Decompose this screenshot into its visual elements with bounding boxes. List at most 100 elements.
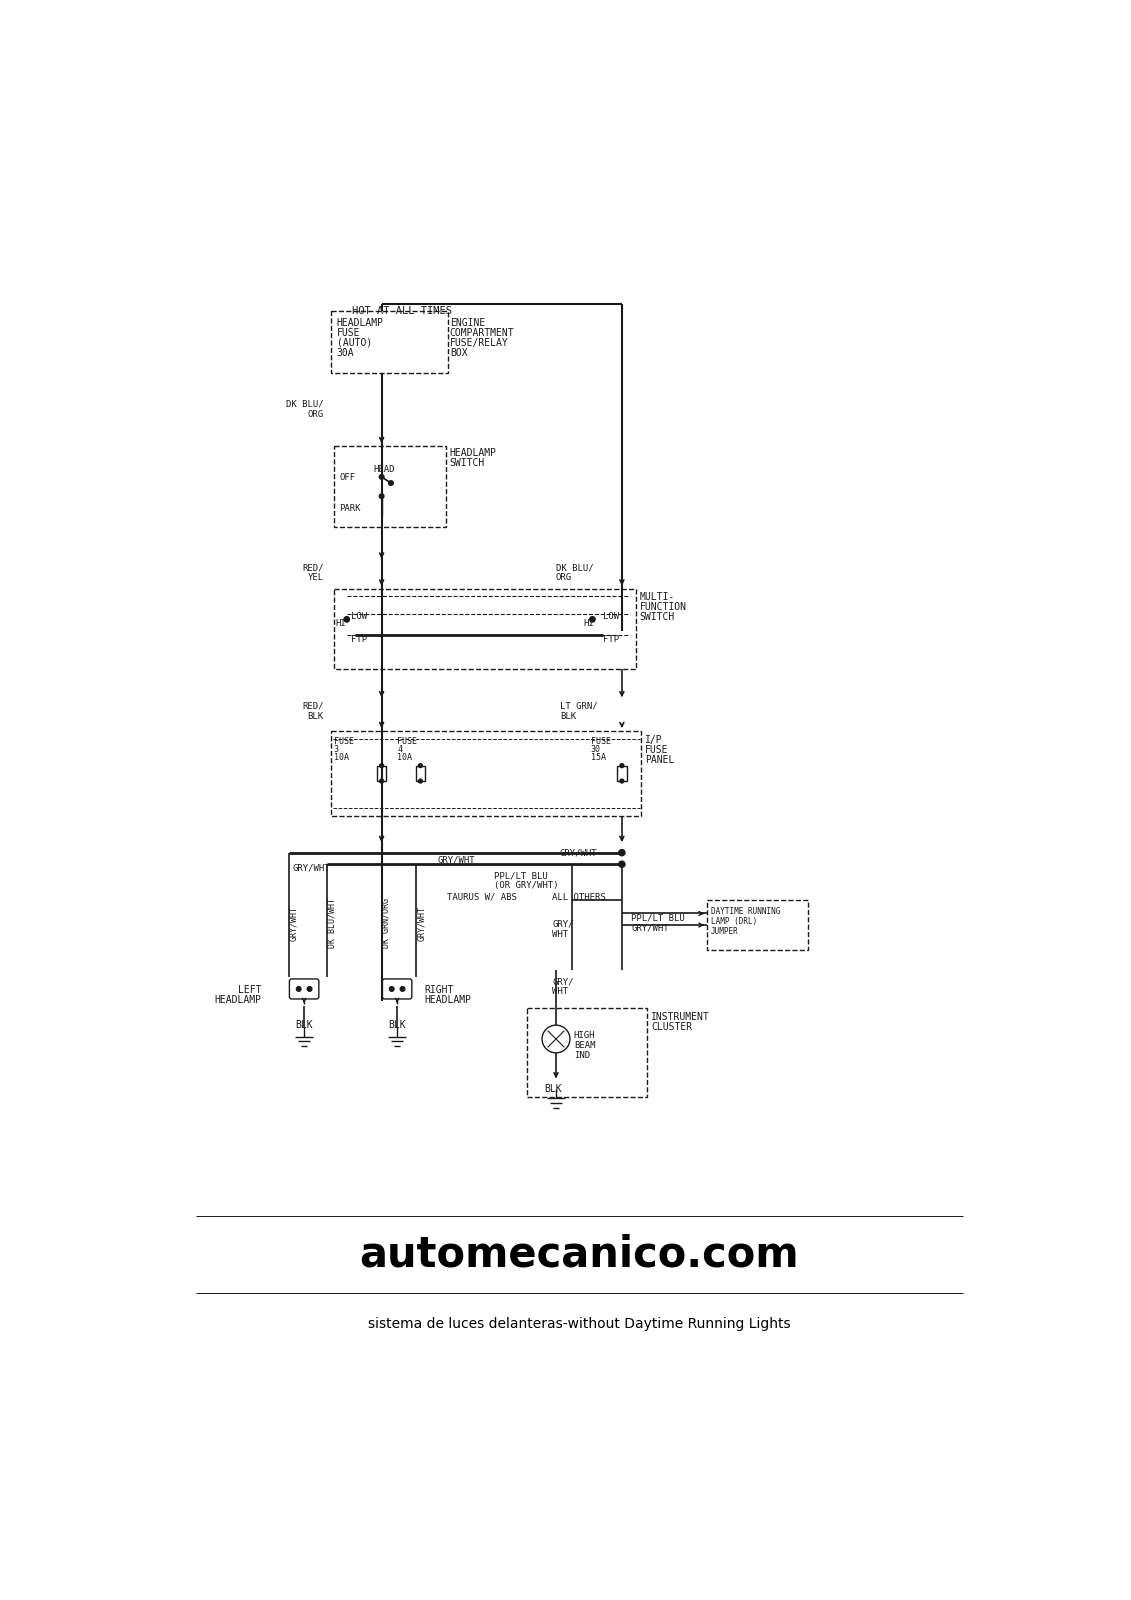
- Text: CLUSTER: CLUSTER: [651, 1022, 692, 1032]
- Text: GRY/WHT: GRY/WHT: [416, 906, 425, 941]
- Text: LOW: LOW: [351, 611, 366, 621]
- Circle shape: [620, 763, 624, 768]
- Text: RED/: RED/: [302, 702, 323, 710]
- Bar: [707, 901, 808, 950]
- Text: BLK: BLK: [560, 712, 576, 720]
- Circle shape: [389, 480, 394, 485]
- Text: ORG: ORG: [308, 410, 323, 419]
- Text: PARK: PARK: [339, 504, 361, 514]
- Text: 4: 4: [397, 746, 403, 754]
- Text: WHT: WHT: [552, 987, 568, 997]
- Text: GRY/: GRY/: [552, 978, 573, 986]
- Text: LEFT: LEFT: [238, 986, 261, 995]
- Circle shape: [308, 987, 312, 992]
- Text: YEL: YEL: [308, 573, 323, 582]
- Text: TAURUS W/ ABS: TAURUS W/ ABS: [448, 893, 517, 902]
- Text: BEAM: BEAM: [573, 1042, 595, 1050]
- Text: GRY/: GRY/: [552, 920, 573, 928]
- Text: SWITCH: SWITCH: [640, 613, 675, 622]
- Circle shape: [344, 616, 349, 622]
- Text: BLK: BLK: [295, 1019, 313, 1030]
- Text: FUSE: FUSE: [590, 738, 611, 746]
- Text: HI: HI: [335, 619, 346, 629]
- Text: 3: 3: [334, 746, 338, 754]
- Text: MULTI-: MULTI-: [640, 592, 675, 603]
- Text: COMPARTMENT: COMPARTMENT: [450, 328, 515, 338]
- Text: ALL OTHERS: ALL OTHERS: [552, 893, 606, 902]
- Text: FTP: FTP: [351, 635, 366, 643]
- Text: BOX: BOX: [450, 347, 467, 357]
- Circle shape: [418, 763, 422, 768]
- Text: HIGH: HIGH: [573, 1032, 595, 1040]
- Circle shape: [620, 779, 624, 782]
- Text: GRY/WHT: GRY/WHT: [631, 923, 668, 933]
- Text: HI: HI: [584, 619, 594, 629]
- Text: IND: IND: [573, 1051, 590, 1061]
- Circle shape: [389, 987, 394, 992]
- Text: GRY/WHT: GRY/WHT: [438, 856, 475, 864]
- Text: I/P: I/P: [645, 734, 663, 746]
- Text: PANEL: PANEL: [645, 755, 674, 765]
- Text: (AUTO): (AUTO): [337, 338, 372, 347]
- Text: HEADLAMP: HEADLAMP: [215, 995, 261, 1005]
- Text: GRY/WHT: GRY/WHT: [293, 864, 330, 872]
- Circle shape: [619, 850, 625, 856]
- Bar: [331, 312, 448, 373]
- Circle shape: [418, 779, 422, 782]
- Text: ENGINE: ENGINE: [450, 317, 485, 328]
- Text: 15A: 15A: [590, 752, 606, 762]
- Text: GRY/WHT: GRY/WHT: [560, 848, 597, 858]
- Text: DAYTIME RUNNING: DAYTIME RUNNING: [711, 907, 780, 915]
- Text: FUSE: FUSE: [645, 746, 668, 755]
- Text: DK BLU/WHT: DK BLU/WHT: [328, 899, 337, 949]
- Text: 10A: 10A: [397, 752, 412, 762]
- Bar: [334, 446, 446, 526]
- Bar: [334, 589, 636, 669]
- Text: FTP: FTP: [603, 635, 619, 643]
- Text: 30A: 30A: [337, 347, 354, 357]
- Text: HEADLAMP: HEADLAMP: [450, 448, 497, 459]
- Text: SWITCH: SWITCH: [450, 459, 485, 469]
- Circle shape: [379, 494, 383, 499]
- Bar: [527, 1008, 647, 1096]
- Text: FUSE: FUSE: [397, 738, 417, 746]
- Circle shape: [619, 861, 625, 867]
- Text: ORG: ORG: [556, 573, 572, 582]
- Text: automecanico.com: automecanico.com: [360, 1234, 800, 1275]
- Bar: [618, 766, 627, 781]
- Text: BLK: BLK: [308, 712, 323, 720]
- Text: INSTRUMENT: INSTRUMENT: [651, 1013, 710, 1022]
- Text: FUSE: FUSE: [334, 738, 354, 746]
- Text: HOT AT ALL TIMES: HOT AT ALL TIMES: [352, 306, 452, 315]
- Bar: [331, 731, 641, 816]
- Bar: [416, 766, 425, 781]
- Text: FUSE: FUSE: [337, 328, 360, 338]
- Text: OFF: OFF: [339, 474, 355, 482]
- Text: 10A: 10A: [334, 752, 348, 762]
- Text: RIGHT: RIGHT: [424, 986, 454, 995]
- Circle shape: [380, 763, 383, 768]
- Text: (OR GRY/WHT): (OR GRY/WHT): [494, 882, 559, 890]
- Text: BLK: BLK: [388, 1019, 406, 1030]
- Text: BLK: BLK: [544, 1083, 562, 1094]
- Text: 30: 30: [590, 746, 601, 754]
- Text: FUNCTION: FUNCTION: [640, 603, 687, 613]
- Text: DK BLU/: DK BLU/: [286, 400, 323, 410]
- Text: DK GRN/ORG: DK GRN/ORG: [382, 899, 391, 949]
- Text: HEAD: HEAD: [374, 466, 396, 474]
- Text: HEADLAMP: HEADLAMP: [337, 317, 383, 328]
- Text: DK BLU/: DK BLU/: [556, 563, 594, 573]
- Circle shape: [380, 779, 383, 782]
- Text: PPL/LT BLU: PPL/LT BLU: [631, 914, 685, 923]
- Text: LT GRN/: LT GRN/: [560, 702, 597, 710]
- Bar: [377, 766, 387, 781]
- Circle shape: [379, 475, 383, 480]
- Circle shape: [400, 987, 405, 992]
- Circle shape: [296, 987, 301, 992]
- Text: PPL/LT BLU: PPL/LT BLU: [494, 870, 547, 880]
- Circle shape: [589, 616, 595, 622]
- Text: LOW: LOW: [603, 611, 619, 621]
- Text: WHT: WHT: [552, 930, 568, 939]
- Text: RED/: RED/: [302, 563, 323, 573]
- Text: JUMPER: JUMPER: [711, 926, 739, 936]
